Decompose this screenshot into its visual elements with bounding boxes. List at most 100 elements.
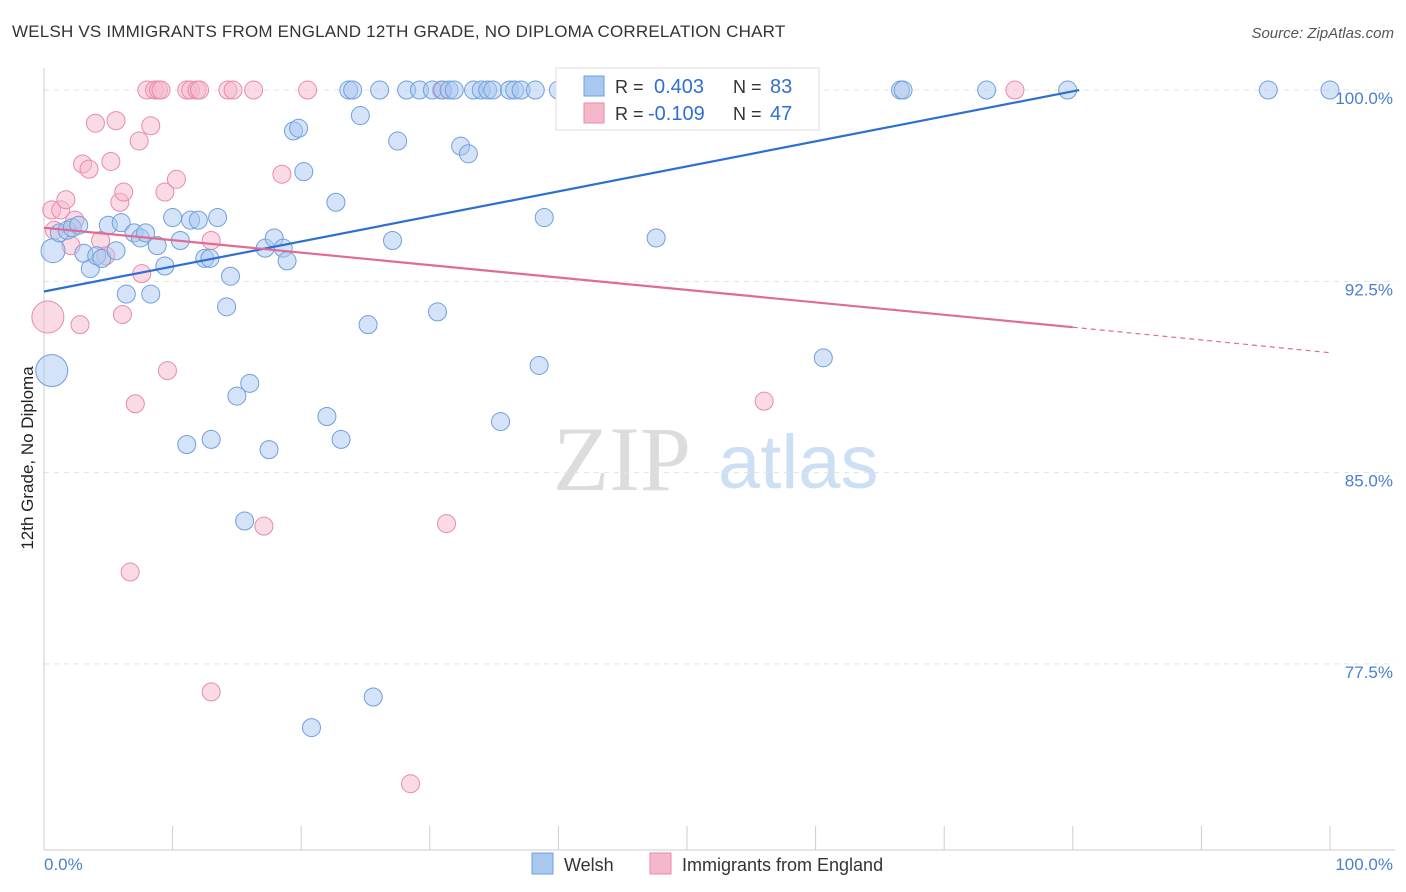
- welsh-point-18: [147, 236, 167, 256]
- england-point-20: [129, 131, 149, 151]
- welsh-point-22: [177, 435, 197, 455]
- legend-welsh-label: Welsh: [564, 855, 614, 875]
- england-r-label: R =: [615, 104, 644, 124]
- england-point-45: [754, 391, 774, 411]
- welsh-n-value: 83: [770, 76, 792, 98]
- legend-welsh-swatch: [531, 852, 554, 875]
- welsh-point-33: [240, 373, 260, 393]
- welsh-point-82: [1258, 80, 1278, 100]
- y-tick-label-1: 85.0%: [1345, 472, 1393, 491]
- england-point-26: [151, 80, 171, 100]
- england-point-42: [401, 774, 421, 794]
- welsh-legend-swatch: [583, 75, 605, 97]
- welsh-point-44: [326, 192, 346, 212]
- welsh-point-60: [444, 80, 464, 100]
- welsh-point-27: [201, 429, 221, 449]
- england-r-value: -0.109: [648, 103, 705, 125]
- england-point-10: [85, 113, 105, 133]
- welsh-point-38: [277, 251, 297, 271]
- axes: [43, 68, 1395, 851]
- england-point-14: [106, 111, 126, 131]
- y-tick-label-2: 92.5%: [1345, 280, 1393, 299]
- y-tick-label-3: 100.0%: [1335, 89, 1393, 108]
- welsh-point-80: [977, 80, 997, 100]
- england-trend-extension: [1072, 326, 1331, 354]
- england-n-value: 47: [770, 103, 792, 125]
- welsh-point-42: [301, 718, 321, 738]
- england-point-9: [79, 159, 99, 179]
- welsh-point-43: [317, 406, 337, 426]
- england-point-13: [101, 151, 121, 171]
- welsh-point-24: [188, 210, 208, 230]
- x-tick-label-1: 100.0%: [1335, 855, 1393, 874]
- welsh-point-1: [40, 238, 66, 264]
- england-trend-line: [43, 226, 1073, 329]
- welsh-point-49: [358, 315, 378, 335]
- england-point-40: [272, 164, 292, 184]
- welsh-point-35: [259, 440, 279, 460]
- series-legend: Welsh Immigrants from England: [531, 852, 883, 875]
- england-point-27: [155, 182, 175, 202]
- england-n-label: N =: [733, 104, 762, 124]
- trend-lines: [43, 88, 1331, 354]
- welsh-point-11: [106, 241, 126, 261]
- england-point-39: [254, 516, 274, 536]
- england-point-34: [201, 231, 221, 251]
- welsh-point-83: [1320, 80, 1340, 100]
- welsh-point-47: [343, 80, 363, 100]
- watermark-zip: ZIP: [553, 408, 691, 510]
- welsh-point-28: [208, 208, 228, 228]
- welsh-point-32: [235, 511, 255, 531]
- welsh-point-48: [350, 106, 370, 126]
- welsh-point-72: [529, 355, 549, 375]
- welsh-point-79: [893, 80, 913, 100]
- welsh-point-53: [388, 131, 408, 151]
- england-point-16: [114, 182, 134, 202]
- y-axis-title: 12th Grade, No Diploma: [18, 366, 37, 550]
- england-point-23: [141, 116, 161, 136]
- england-legend-swatch: [583, 102, 605, 124]
- england-point-29: [166, 169, 186, 189]
- england-point-35: [201, 682, 221, 702]
- welsh-point-30: [220, 266, 240, 286]
- chart-title: WELSH VS IMMIGRANTS FROM ENGLAND 12TH GR…: [12, 22, 786, 41]
- stats-legend: R = 0.403 N = 83 R = -0.109 N = 47: [555, 67, 820, 131]
- y-tick-label-0: 77.5%: [1345, 663, 1393, 682]
- england-point-44: [437, 514, 457, 534]
- source-credit: Source: ZipAtlas.com: [1251, 25, 1394, 42]
- welsh-point-50: [363, 687, 383, 707]
- england-point-38: [244, 80, 264, 100]
- welsh-point-52: [383, 231, 403, 251]
- welsh-point-51: [370, 80, 390, 100]
- welsh-point-62: [458, 144, 478, 164]
- welsh-point-40: [289, 118, 309, 138]
- welsh-point-57: [428, 302, 448, 322]
- england-point-19: [125, 394, 145, 414]
- welsh-point-0: [35, 354, 69, 388]
- welsh-n-label: N =: [733, 77, 762, 97]
- watermark-atlas: atlas: [718, 420, 879, 505]
- england-point-33: [190, 80, 210, 100]
- england-point-17: [112, 304, 132, 324]
- welsh-r-label: R =: [615, 77, 644, 97]
- england-point-18: [120, 562, 140, 582]
- welsh-point-12: [111, 213, 131, 233]
- welsh-point-13: [116, 284, 136, 304]
- welsh-point-77: [813, 348, 833, 368]
- welsh-point-73: [534, 208, 554, 228]
- welsh-point-71: [525, 80, 545, 100]
- england-point-46: [1005, 80, 1025, 100]
- legend-england-swatch: [649, 852, 672, 875]
- legend-england-label: Immigrants from England: [682, 855, 883, 875]
- england-point-41: [298, 80, 318, 100]
- welsh-point-45: [331, 429, 351, 449]
- welsh-point-66: [483, 80, 503, 100]
- england-point-4: [56, 190, 76, 210]
- england-point-37: [223, 80, 243, 100]
- x-tick-labels: 0.0% 100.0%: [44, 855, 1393, 874]
- welsh-point-76: [646, 228, 666, 248]
- y-tick-labels: 77.5% 85.0% 92.5% 100.0%: [1335, 89, 1393, 682]
- welsh-point-31: [227, 386, 247, 406]
- welsh-trend-line: [43, 88, 1080, 293]
- welsh-point-41: [294, 162, 314, 182]
